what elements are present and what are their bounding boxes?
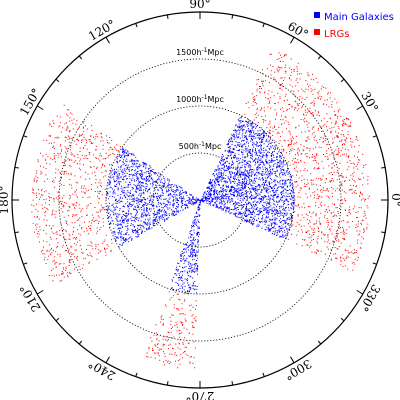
wedge-1-0 [244, 52, 370, 271]
point-cloud [200, 116, 295, 240]
legend-label: LRGs [324, 29, 349, 40]
minor-tick [55, 78, 60, 83]
angle-label-90: 90° [189, 0, 210, 11]
minor-tick [262, 23, 265, 28]
minor-tick [55, 317, 60, 322]
minor-tick [78, 55, 83, 60]
wedge-1-1 [31, 104, 122, 282]
wedge-0-2 [171, 200, 201, 295]
minor-tick [317, 55, 322, 60]
minor-tick [340, 317, 345, 322]
point-cloud [31, 104, 122, 282]
legend-swatch [314, 29, 320, 35]
legend-label: Main Galaxies [324, 12, 394, 23]
minor-tick [166, 14, 169, 19]
minor-tick [317, 340, 322, 345]
point-cloud [244, 52, 370, 271]
angle-label-180: 180° [0, 186, 11, 215]
major-tick [290, 356, 295, 364]
wedge-0-0 [200, 116, 295, 240]
major-tick [356, 290, 364, 295]
point-cloud [171, 200, 201, 295]
ring-1000 [105, 105, 295, 295]
minor-tick [381, 166, 386, 169]
legend: Main Galaxies LRGs [314, 12, 394, 40]
angle-label-270: 270° [186, 389, 215, 400]
minor-tick [372, 262, 377, 265]
angle-label-60: 60° [285, 19, 310, 42]
major-tick [356, 105, 364, 110]
ring-1500 [58, 58, 342, 342]
ring-label-1500: 1500h-1Mpc [176, 47, 224, 57]
series-lrgs [31, 52, 370, 369]
point-cloud [106, 147, 201, 248]
minor-tick [135, 23, 138, 28]
wedge-0-1 [106, 147, 201, 248]
series-main-galaxies [106, 116, 295, 295]
minor-tick [340, 78, 345, 83]
minor-tick [231, 14, 234, 19]
angle-label-0: 0° [389, 193, 400, 207]
major-tick [36, 105, 44, 110]
ring-label-500: 500h-1Mpc [179, 141, 222, 151]
minor-tick [78, 340, 83, 345]
legend-swatch [314, 12, 320, 18]
major-tick [105, 36, 110, 44]
major-tick [290, 36, 295, 44]
major-tick [36, 290, 44, 295]
minor-tick [14, 166, 19, 169]
points-layer [31, 52, 370, 369]
minor-tick [372, 135, 377, 138]
major-tick [105, 356, 110, 364]
minor-tick [262, 372, 265, 377]
minor-tick [135, 372, 138, 377]
minor-tick [23, 262, 28, 265]
point-cloud [146, 291, 197, 369]
angle-label-30: 30° [358, 89, 381, 114]
ring-500 [152, 152, 248, 248]
minor-tick [381, 231, 386, 234]
wedge-1-2 [146, 291, 197, 369]
minor-tick [231, 381, 234, 386]
minor-tick [23, 135, 28, 138]
ring-label-1000: 1000h-1Mpc [176, 94, 224, 104]
minor-tick [14, 231, 19, 234]
minor-tick [166, 381, 169, 386]
